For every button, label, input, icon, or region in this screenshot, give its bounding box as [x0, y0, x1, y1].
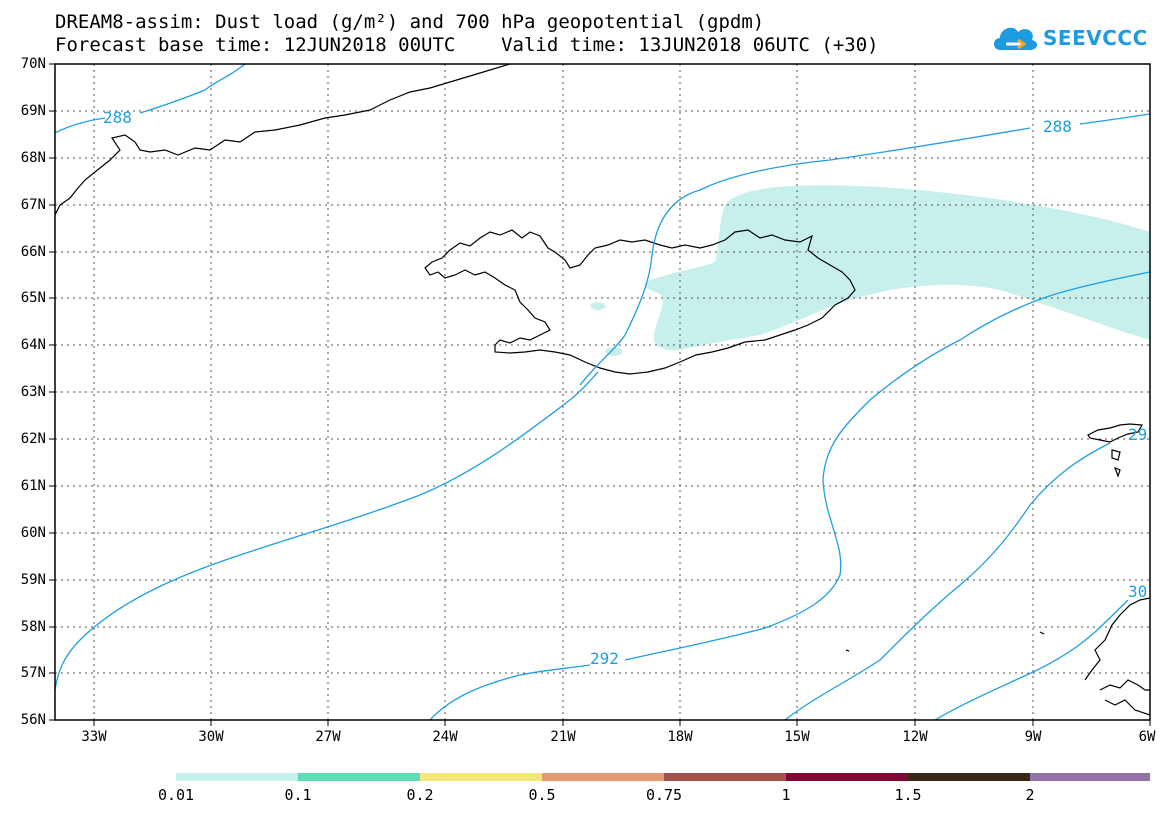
colorbar-swatch: [298, 773, 420, 781]
contour-288-greenland: [55, 64, 246, 134]
lon-label: 24W: [432, 729, 458, 745]
lat-label: 59N: [20, 572, 46, 588]
contour-label: 288: [1043, 117, 1072, 136]
lon-label: 33W: [81, 729, 107, 745]
contour-label: 288: [103, 108, 132, 127]
lat-label: 69N: [20, 103, 46, 119]
lat-label: 68N: [20, 150, 46, 166]
scotland-coast: [1039, 597, 1150, 716]
colorbar-swatch: [786, 773, 908, 781]
colorbar-label: 1: [781, 786, 791, 804]
iceland-coast: [424, 229, 856, 375]
colorbar-swatch: [542, 773, 664, 781]
contour-30: [934, 599, 1129, 720]
lat-label: 66N: [20, 244, 46, 260]
lat-label: 56N: [20, 712, 46, 728]
lat-label: 70N: [20, 56, 46, 72]
colorbar-label: 0.1: [284, 786, 312, 804]
lat-label: 62N: [20, 431, 46, 447]
logo-text: SEEVCCC: [1043, 26, 1148, 50]
contour-label: 29: [1128, 425, 1147, 444]
lat-label: 65N: [20, 290, 46, 306]
lon-label: 15W: [784, 729, 810, 745]
lat-label: 61N: [20, 478, 46, 494]
lat-label: 57N: [20, 665, 46, 681]
lon-label: 6W: [1138, 729, 1156, 745]
axis-ticks: [49, 63, 1151, 726]
colorbar-label: 0.2: [406, 786, 434, 804]
gridlines: [55, 64, 1150, 720]
contour-29: [784, 442, 1111, 720]
colorbar-swatch: [176, 773, 298, 781]
dust-patch: [590, 302, 606, 311]
faroe-islands: [1087, 423, 1143, 478]
colorbar-label: 2: [1025, 786, 1035, 804]
lon-label: 9W: [1024, 729, 1042, 745]
contour-292: [55, 271, 1150, 720]
lat-label: 64N: [20, 337, 46, 353]
contour-label: 30: [1128, 582, 1147, 601]
colorbar-label: 1.5: [894, 786, 922, 804]
colorbar-label: 0.5: [528, 786, 556, 804]
colorbar-label: 0.01: [157, 786, 195, 804]
dust-plume: [644, 185, 1150, 351]
colorbar-label: 0.75: [645, 786, 683, 804]
lon-label: 21W: [550, 729, 576, 745]
lat-label: 58N: [20, 619, 46, 635]
colorbar-swatch: [420, 773, 542, 781]
seevccc-logo: SEEVCCC: [990, 20, 1160, 60]
lat-label: 60N: [20, 525, 46, 541]
lon-label: 30W: [198, 729, 224, 745]
lat-label: 67N: [20, 197, 46, 213]
lon-label: 12W: [902, 729, 928, 745]
map-title: DREAM8-assim: Dust load (g/m²) and 700 h…: [55, 11, 765, 33]
colorbar-swatch: [908, 773, 1030, 781]
cloud-icon: [994, 27, 1038, 50]
contour-288-main: [579, 113, 1150, 386]
map-subtitle: Forecast base time: 12JUN2018 00UTC Vali…: [55, 34, 879, 56]
lon-label: 18W: [667, 729, 693, 745]
lon-label: 27W: [315, 729, 341, 745]
island-dot: [845, 649, 850, 652]
colorbar-swatch: [664, 773, 786, 781]
colorbar-swatch: [1030, 773, 1150, 781]
contour-label: 292: [590, 649, 619, 668]
greenland-coast: [55, 64, 511, 216]
colorbar: [176, 773, 1150, 781]
lat-label: 63N: [20, 384, 46, 400]
